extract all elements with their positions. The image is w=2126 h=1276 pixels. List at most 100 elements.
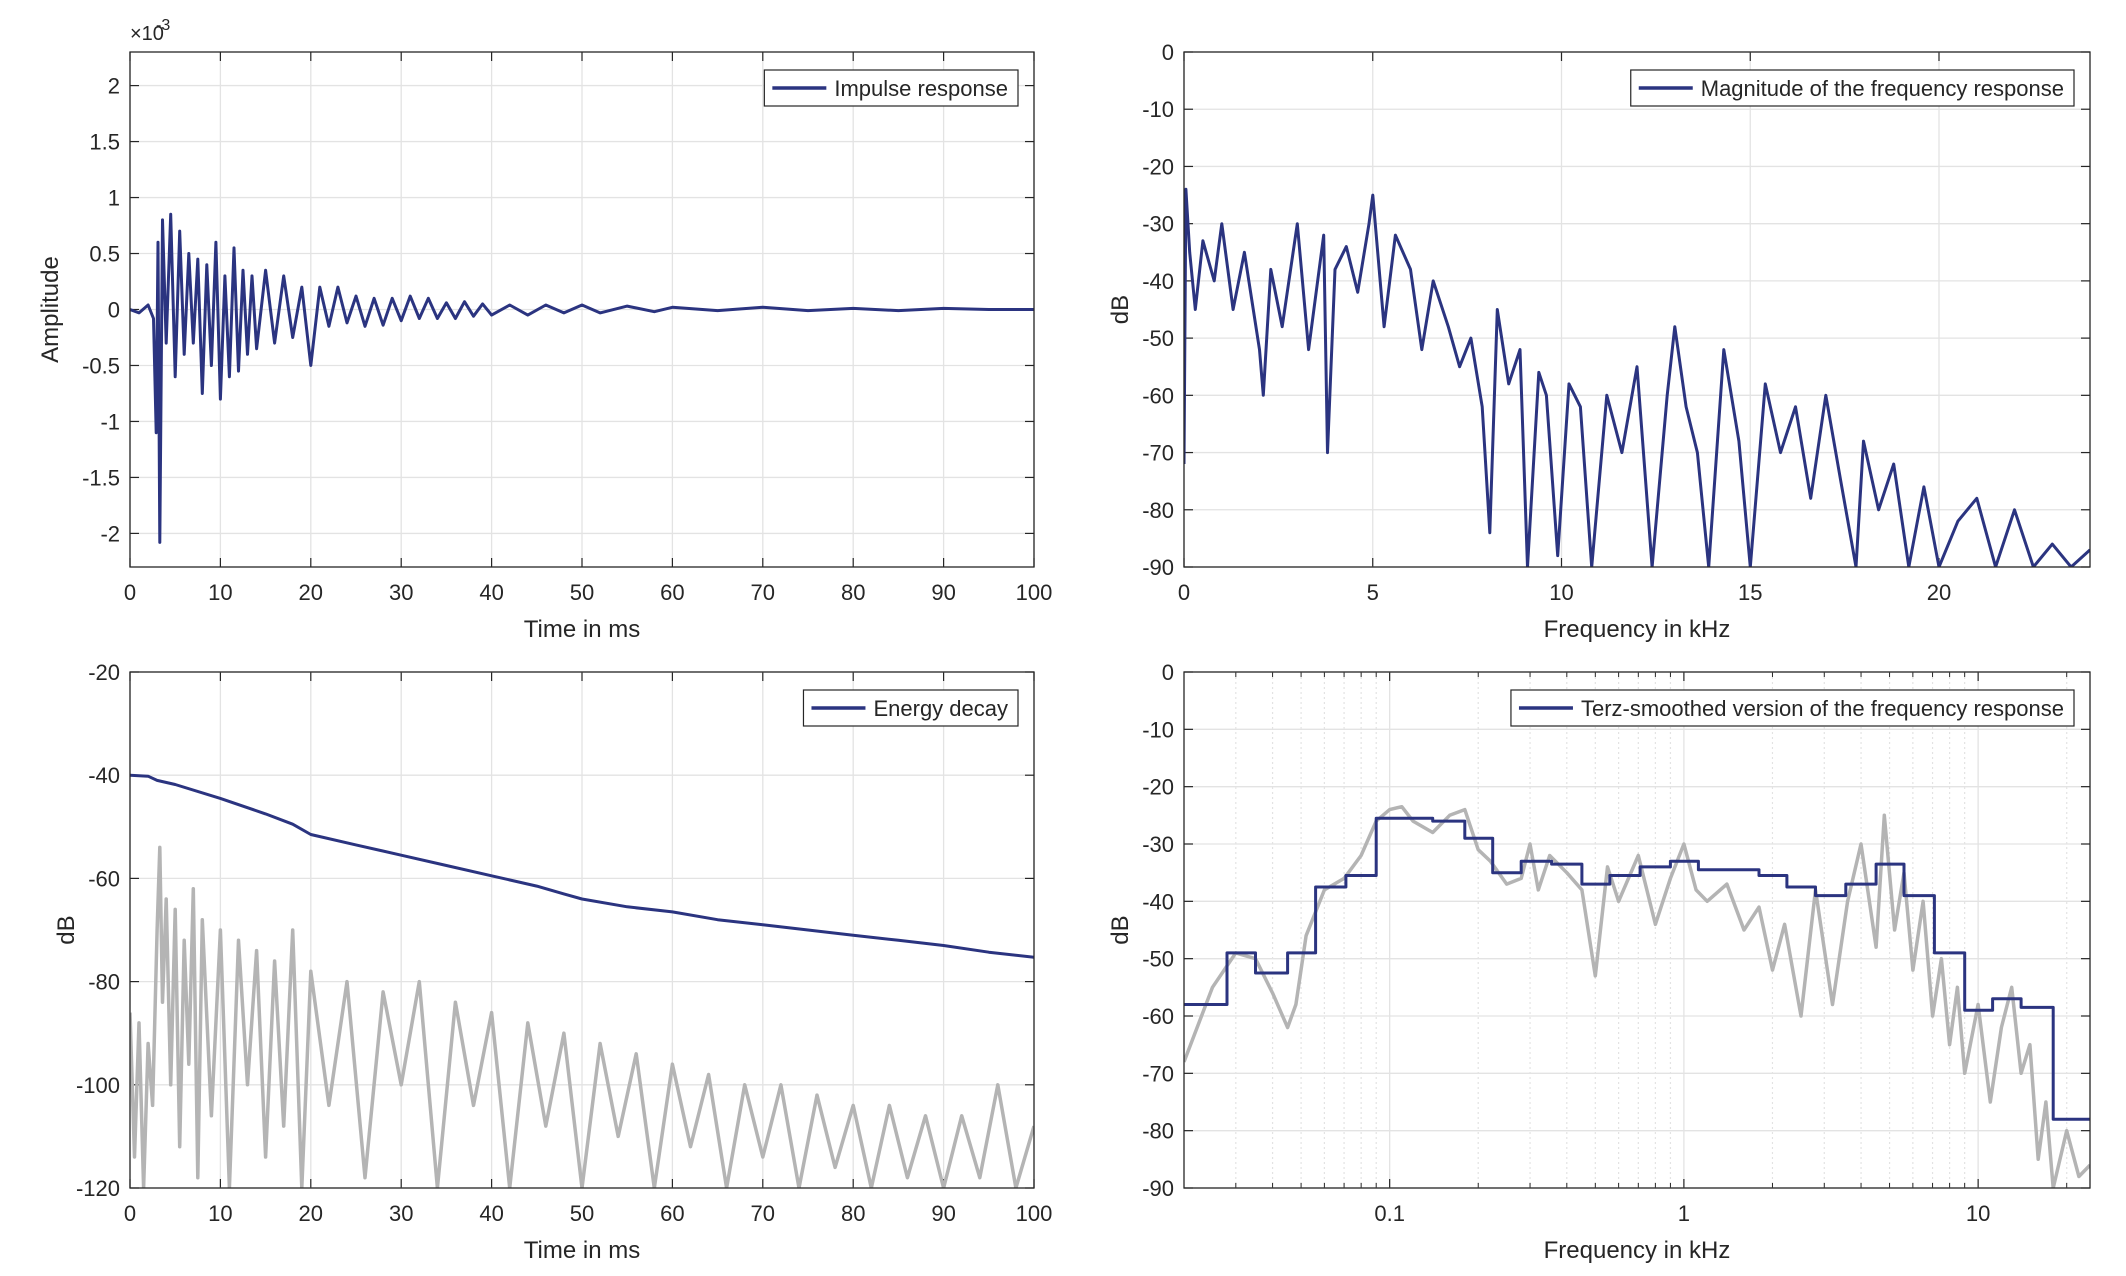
y-tick-label: -100	[76, 1073, 120, 1098]
legend-label: Energy decay	[873, 696, 1008, 721]
legend: Energy decay	[802, 689, 1019, 727]
y-tick-label: -20	[88, 660, 120, 685]
series-line	[130, 212, 1034, 544]
y-tick-label: -70	[1142, 1061, 1174, 1086]
y-tick-label: 0	[108, 298, 120, 323]
frequency-magnitude-plot: 0 5 10 15 20 0 -10 -20 -30 -40 -50 -60 -70 -80 -90 Freq…	[1107, 40, 2091, 643]
y-tick-label: -2	[100, 521, 120, 546]
x-tick-label: 100	[1016, 580, 1053, 605]
x-tick-label: 10	[1549, 580, 1573, 605]
y-tick-label: -80	[1142, 1119, 1174, 1144]
x-tick-label: 100	[1016, 1201, 1053, 1226]
legend-box	[802, 689, 1019, 727]
y-tick-label: -10	[1142, 717, 1174, 742]
series-line	[130, 773, 1034, 959]
y-axis-label: dB	[1107, 915, 1134, 944]
x-tick-label: 20	[299, 1201, 323, 1226]
x-tick-label: 0	[124, 580, 136, 605]
y-axis-label: Amplitude	[37, 256, 64, 363]
x-tick-label: 30	[389, 1201, 413, 1226]
y-tick-label: -90	[1142, 1176, 1174, 1201]
x-axis-label: Frequency in kHz	[1544, 616, 1731, 643]
axes-box	[1183, 671, 2091, 1189]
legend-box	[1630, 69, 2075, 107]
x-tick-label: 10	[208, 580, 232, 605]
plot-area	[1184, 672, 2090, 1188]
y-tick-label: 0	[1162, 40, 1174, 65]
x-tick-label: 20	[1927, 580, 1951, 605]
x-tick-label: 30	[389, 580, 413, 605]
axes-box	[1183, 51, 2091, 568]
y-tick-label: -1	[100, 409, 120, 434]
y-exponent-power: -3	[156, 17, 170, 34]
x-tick-label: 50	[570, 1201, 594, 1226]
y-tick-label: -90	[1142, 555, 1174, 580]
legend: Impulse response	[763, 69, 1019, 107]
x-tick-label: 70	[751, 580, 775, 605]
x-tick-label: 5	[1367, 580, 1379, 605]
y-tick-label: -60	[1142, 383, 1174, 408]
y-tick-label: -1.5	[82, 465, 120, 490]
legend-label: Magnitude of the frequency response	[1701, 76, 2064, 101]
x-axis-label: Frequency in kHz	[1544, 1237, 1731, 1264]
x-tick-label: 0	[1178, 580, 1190, 605]
y-axis-label: dB	[1107, 295, 1134, 324]
energy-decay-plot: 0 10 20 30 40 50 60 70 80 90 100 -20 -40 -60 -80 -100 -1…	[53, 660, 1052, 1264]
axes-box	[129, 671, 1035, 1189]
y-tick-label: -80	[88, 970, 120, 995]
y-tick-label: -60	[88, 866, 120, 891]
x-tick-label: 80	[841, 580, 865, 605]
x-tick-label: 15	[1738, 580, 1762, 605]
raw-series-line	[130, 845, 1034, 1188]
y-exponent-label: ×10	[130, 23, 164, 45]
y-tick-label: -10	[1142, 97, 1174, 122]
x-tick-label: 80	[841, 1201, 865, 1226]
x-tick-label: 50	[570, 580, 594, 605]
x-tick-label: 1	[1678, 1201, 1690, 1226]
series-line	[1184, 816, 2090, 1121]
y-tick-label: -50	[1142, 947, 1174, 972]
x-tick-label: 0	[124, 1201, 136, 1226]
x-tick-label: 90	[931, 1201, 955, 1226]
y-tick-label: -40	[88, 763, 120, 788]
y-tick-label: -60	[1142, 1004, 1174, 1029]
legend-box	[1510, 689, 2075, 727]
terz-smoothed-plot: 0.1 1 10 0 -10 -20 -30 -40 -50 -60 -70 -80 -90 Freque…	[1107, 660, 2091, 1264]
y-tick-label: -20	[1142, 775, 1174, 800]
y-tick-label: -30	[1142, 832, 1174, 857]
x-tick-label: 40	[479, 1201, 503, 1226]
y-tick-label: -0.5	[82, 353, 120, 378]
legend: Magnitude of the frequency response	[1630, 69, 2075, 107]
plot-area	[1184, 52, 2090, 567]
y-tick-label: -80	[1142, 498, 1174, 523]
legend: Terz-smoothed version of the frequency r…	[1510, 689, 2075, 727]
y-tick-label: -120	[76, 1176, 120, 1201]
y-tick-label: 0	[1162, 660, 1174, 685]
x-tick-label: 60	[660, 1201, 684, 1226]
y-tick-label: 0.5	[89, 242, 120, 267]
x-tick-label: 20	[299, 580, 323, 605]
x-tick-label: 70	[751, 1201, 775, 1226]
y-tick-label: -20	[1142, 154, 1174, 179]
y-tick-label: -70	[1142, 441, 1174, 466]
x-tick-label: 40	[479, 580, 503, 605]
x-tick-label: 90	[931, 580, 955, 605]
legend-box	[763, 69, 1019, 107]
series-line	[1184, 187, 2090, 567]
y-tick-label: -40	[1142, 889, 1174, 914]
x-axis-label: Time in ms	[524, 1237, 640, 1264]
y-axis-label: dB	[53, 915, 80, 944]
y-tick-label: -50	[1142, 326, 1174, 351]
y-tick-label: -40	[1142, 269, 1174, 294]
y-tick-label: -30	[1142, 212, 1174, 237]
y-tick-label: 2	[108, 74, 120, 99]
x-tick-label: 0.1	[1374, 1201, 1405, 1226]
x-tick-label: 10	[1966, 1201, 1990, 1226]
impulse-response-plot: 0 10 20 30 40 50 60 70 80 90 100 -2 -1.5 -1 -0.5 0 0.5 1 1…	[37, 17, 1052, 643]
x-tick-label: 10	[208, 1201, 232, 1226]
y-tick-label: 1.5	[89, 130, 120, 155]
axes-box	[129, 51, 1035, 568]
x-axis-label: Time in ms	[524, 616, 640, 643]
legend-label: Impulse response	[834, 76, 1008, 101]
